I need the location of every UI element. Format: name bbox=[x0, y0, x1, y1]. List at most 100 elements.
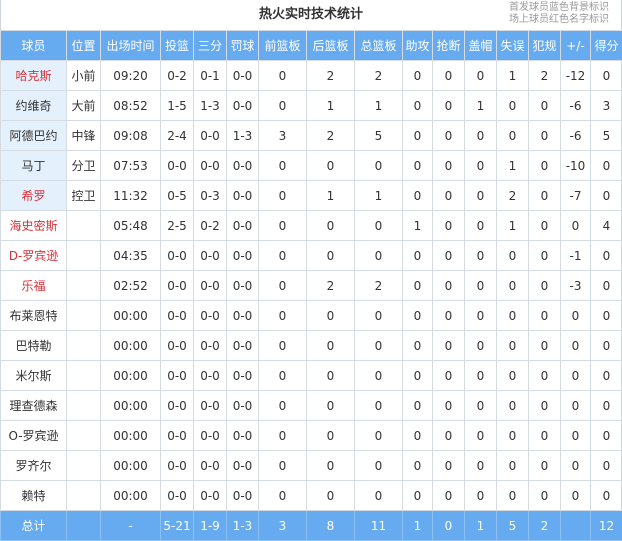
stat-cell: 0 bbox=[259, 331, 307, 361]
player-name[interactable]: D-罗宾逊 bbox=[1, 241, 67, 271]
column-header[interactable]: 前篮板 bbox=[259, 31, 307, 61]
column-header[interactable]: 后篮板 bbox=[307, 31, 355, 61]
stat-cell: 0-0 bbox=[194, 391, 227, 421]
stat-cell: 0 bbox=[497, 451, 529, 481]
player-name[interactable]: 哈克斯 bbox=[1, 61, 67, 91]
column-header[interactable]: +/- bbox=[561, 31, 591, 61]
total-stat-cell: 5-21 bbox=[161, 511, 194, 541]
stat-cell: 0-0 bbox=[194, 331, 227, 361]
stat-cell: 0 bbox=[355, 301, 403, 331]
player-name[interactable]: 理查德森 bbox=[1, 391, 67, 421]
stat-cell: 0 bbox=[355, 331, 403, 361]
stat-cell: 0 bbox=[529, 91, 561, 121]
player-name[interactable]: 布莱恩特 bbox=[1, 301, 67, 331]
total-stat-cell: 1 bbox=[465, 511, 497, 541]
stat-cell: 0 bbox=[465, 451, 497, 481]
stat-cell: 0 bbox=[403, 361, 433, 391]
stat-cell: 0 bbox=[591, 451, 622, 481]
stat-cell: 0 bbox=[529, 121, 561, 151]
column-header[interactable]: 投篮 bbox=[161, 31, 194, 61]
stat-cell: 0 bbox=[591, 181, 622, 211]
stat-cell: 0 bbox=[591, 271, 622, 301]
stat-cell: 0 bbox=[403, 151, 433, 181]
stat-cell: 1 bbox=[497, 151, 529, 181]
stat-cell: 0 bbox=[465, 151, 497, 181]
player-name[interactable]: 约维奇 bbox=[1, 91, 67, 121]
stat-cell: 0 bbox=[529, 361, 561, 391]
stat-cell: 0 bbox=[433, 331, 465, 361]
stat-cell: 0 bbox=[355, 211, 403, 241]
stat-cell: 0 bbox=[259, 391, 307, 421]
stat-cell: 0 bbox=[355, 361, 403, 391]
column-header[interactable]: 助攻 bbox=[403, 31, 433, 61]
player-name[interactable]: 米尔斯 bbox=[1, 361, 67, 391]
player-name[interactable]: 海史密斯 bbox=[1, 211, 67, 241]
stat-cell: 00:00 bbox=[101, 331, 161, 361]
stat-cell: 0 bbox=[465, 61, 497, 91]
column-header[interactable]: 抢断 bbox=[433, 31, 465, 61]
player-name[interactable]: O-罗宾逊 bbox=[1, 421, 67, 451]
stat-cell: 0 bbox=[497, 91, 529, 121]
column-header[interactable]: 总篮板 bbox=[355, 31, 403, 61]
stat-cell: 2 bbox=[307, 121, 355, 151]
stat-cell: 0-0 bbox=[161, 151, 194, 181]
stat-cell: 0-3 bbox=[194, 181, 227, 211]
player-name[interactable]: 阿德巴约 bbox=[1, 121, 67, 151]
stat-cell: 08:52 bbox=[101, 91, 161, 121]
stat-cell: 0-0 bbox=[227, 391, 259, 421]
column-header[interactable]: 三分 bbox=[194, 31, 227, 61]
stat-cell: 0 bbox=[433, 151, 465, 181]
stat-cell: 0 bbox=[529, 391, 561, 421]
stat-cell: 0 bbox=[259, 361, 307, 391]
stat-cell: 02:52 bbox=[101, 271, 161, 301]
stat-cell: 0 bbox=[497, 241, 529, 271]
stat-cell: 2-5 bbox=[161, 211, 194, 241]
stat-cell: 0 bbox=[355, 391, 403, 421]
stat-cell: 0-0 bbox=[227, 61, 259, 91]
stat-cell: 0-0 bbox=[227, 361, 259, 391]
stat-cell: 0 bbox=[433, 361, 465, 391]
stat-cell: 0-0 bbox=[161, 301, 194, 331]
stat-cell: 1-3 bbox=[227, 121, 259, 151]
column-header[interactable]: 盖帽 bbox=[465, 31, 497, 61]
stat-cell: 0 bbox=[465, 391, 497, 421]
column-header[interactable]: 罚球 bbox=[227, 31, 259, 61]
player-position: 控卫 bbox=[67, 181, 101, 211]
stat-cell: 0 bbox=[259, 301, 307, 331]
stat-cell: -7 bbox=[561, 181, 591, 211]
column-header[interactable]: 犯规 bbox=[529, 31, 561, 61]
column-header[interactable]: 位置 bbox=[67, 31, 101, 61]
stat-cell: 11:32 bbox=[101, 181, 161, 211]
player-name[interactable]: 希罗 bbox=[1, 181, 67, 211]
player-name[interactable]: 乐福 bbox=[1, 271, 67, 301]
column-header[interactable]: 失误 bbox=[497, 31, 529, 61]
player-position bbox=[67, 211, 101, 241]
stat-cell: 0 bbox=[307, 421, 355, 451]
stat-cell: 0 bbox=[259, 211, 307, 241]
total-stat-cell: 11 bbox=[355, 511, 403, 541]
stat-cell: 2-4 bbox=[161, 121, 194, 151]
column-header[interactable]: 出场时间 bbox=[101, 31, 161, 61]
column-header[interactable]: 得分 bbox=[591, 31, 622, 61]
stat-cell: 0 bbox=[355, 481, 403, 511]
stat-cell: -10 bbox=[561, 151, 591, 181]
player-name[interactable]: 罗齐尔 bbox=[1, 451, 67, 481]
player-name[interactable]: 巴特勒 bbox=[1, 331, 67, 361]
stat-cell: 0-0 bbox=[194, 451, 227, 481]
stat-cell: 0 bbox=[561, 421, 591, 451]
player-name[interactable]: 马丁 bbox=[1, 151, 67, 181]
stat-cell: -3 bbox=[561, 271, 591, 301]
stat-cell: 0 bbox=[529, 271, 561, 301]
column-header[interactable]: 球员 bbox=[1, 31, 67, 61]
stat-cell: 0-0 bbox=[227, 301, 259, 331]
player-name[interactable]: 赖特 bbox=[1, 481, 67, 511]
total-stat-cell: 0 bbox=[433, 511, 465, 541]
stat-cell: 0 bbox=[355, 241, 403, 271]
